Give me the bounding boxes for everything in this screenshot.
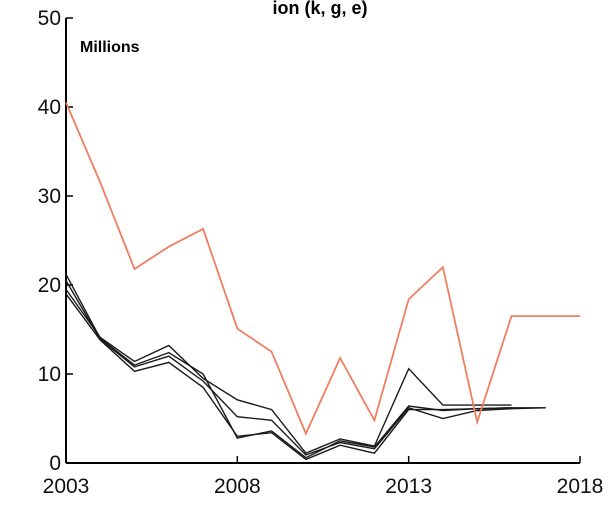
y-tick-label-40: 40 xyxy=(38,96,61,119)
y-tick-label-10: 10 xyxy=(38,363,61,386)
series-line-1 xyxy=(65,102,580,436)
y-tick-label-0: 0 xyxy=(49,452,61,475)
x-tick-label-2003: 2003 xyxy=(43,475,90,498)
x-tick-label-2008: 2008 xyxy=(214,475,261,498)
series-line-5 xyxy=(65,293,546,461)
chart-title-fragment: ion (k, g, e) xyxy=(272,0,367,18)
y-tick-label-20: 20 xyxy=(38,274,61,297)
series-lines xyxy=(65,102,580,461)
y-tick-label-50: 50 xyxy=(38,7,61,30)
series-line-3 xyxy=(65,288,512,455)
unit-label: Millions xyxy=(80,39,140,56)
x-tick-label-2018: 2018 xyxy=(557,475,604,498)
x-tick-label-2013: 2013 xyxy=(385,475,432,498)
series-line-4 xyxy=(65,280,546,456)
axes: 0 10 20 30 40 50 2003 2008 2013 2018 xyxy=(38,7,604,498)
y-tick-label-30: 30 xyxy=(38,185,61,208)
